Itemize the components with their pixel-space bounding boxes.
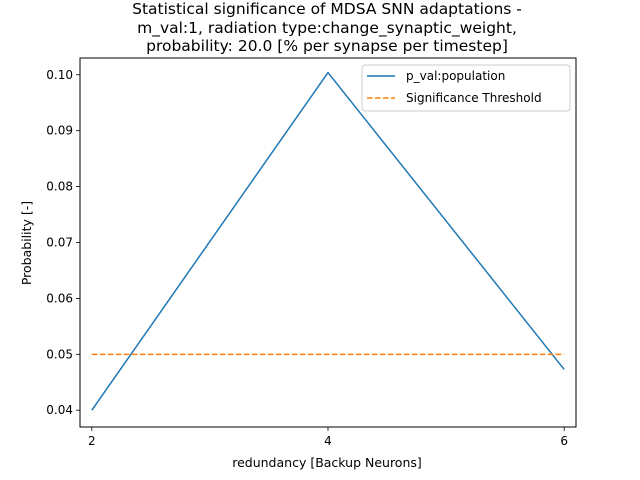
legend-label-significance-threshold: Significance Threshold [406,91,542,105]
y-axis-ticks: 0.04 0.05 0.06 0.07 0.08 0.09 0.10 [46,68,80,417]
series-lines [91,71,565,411]
chart-title-line-1: Statistical significance of MDSA SNN ada… [132,0,522,18]
y-tick-label: 0.04 [46,403,73,417]
y-tick-label: 0.07 [46,236,73,250]
y-tick-label: 0.06 [46,291,73,305]
legend-label-p-val-population: p_val:population [406,69,505,83]
legend: p_val:population Significance Threshold [361,64,571,112]
x-tick-label: 6 [560,434,568,448]
y-tick-label: 0.05 [46,347,73,361]
y-tick-label: 0.10 [46,68,73,82]
chart-title: Statistical significance of MDSA SNN ada… [132,0,522,55]
x-axis-label: redundancy [Backup Neurons] [232,455,422,470]
chart-title-line-2: m_val:1, radiation type:change_synaptic_… [137,19,517,38]
series-line-p-val-population [91,71,565,411]
x-tick-label: 2 [88,434,96,448]
y-tick-label: 0.09 [46,124,73,138]
x-axis-ticks: 2 4 6 [88,427,568,448]
chart-title-line-3: probability: 20.0 [% per synapse per tim… [146,37,508,55]
legend-box [361,64,571,112]
y-tick-label: 0.08 [46,180,73,194]
y-axis-label: Probability [-] [19,201,34,285]
x-tick-label: 4 [324,434,332,448]
plot-frame [79,57,577,428]
